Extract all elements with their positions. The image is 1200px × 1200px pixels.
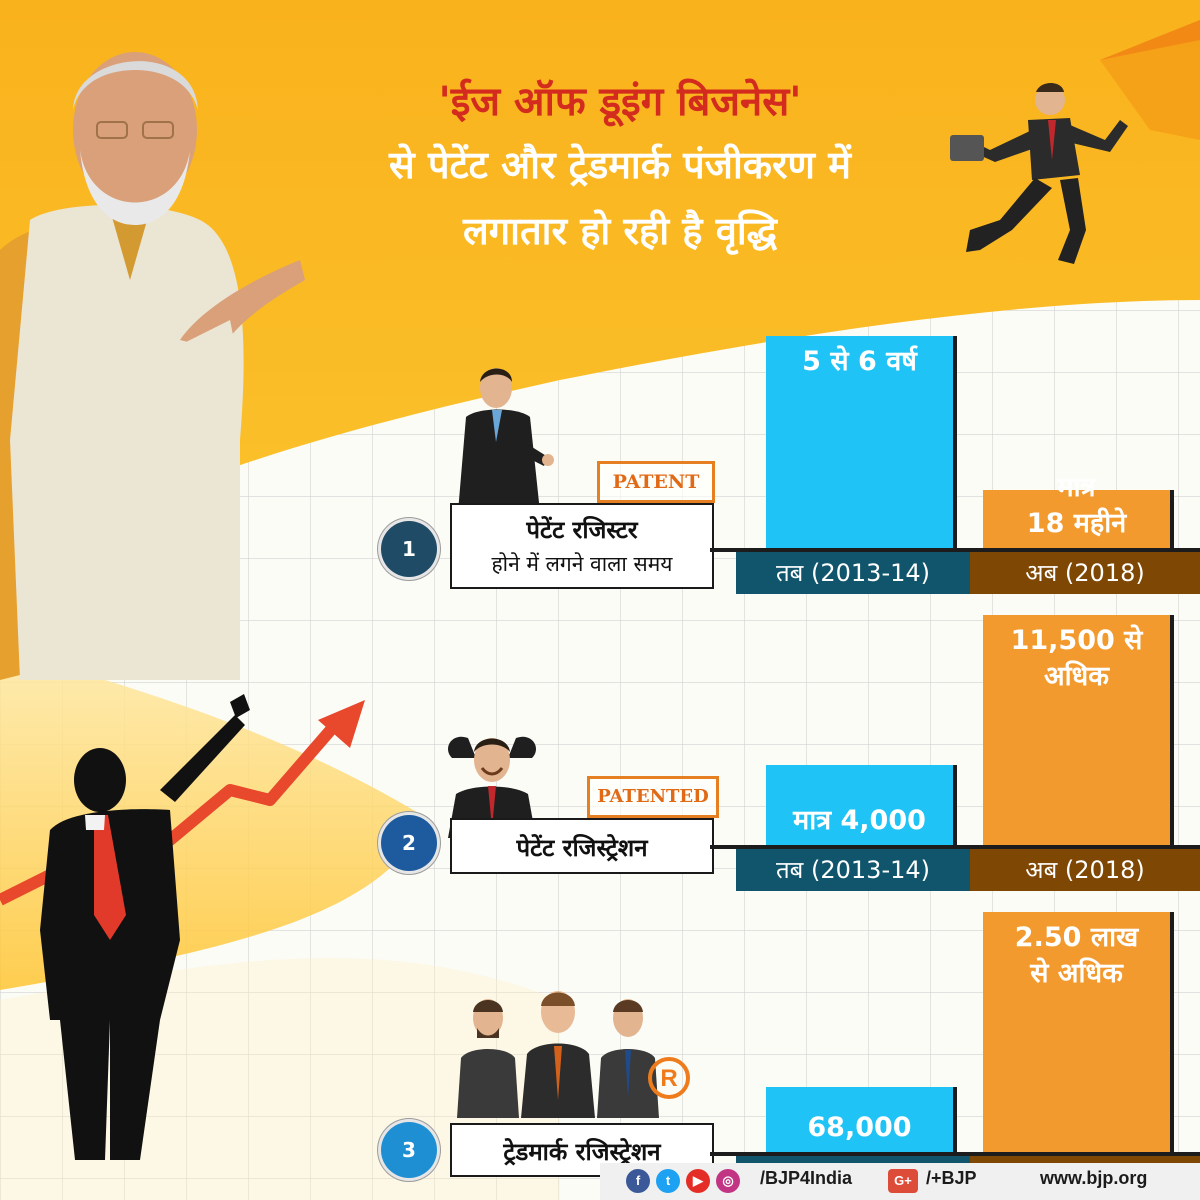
- chart-1-category-now: अब (2018): [970, 552, 1200, 594]
- chart-3-bar-2-shadow: [1170, 912, 1174, 1152]
- panel-3-label-main: ट्रेडमार्क रजिस्ट्रेशन: [503, 1138, 661, 1166]
- panel-1-label: पेटेंट रजिस्टर होने में लगने वाला समय: [450, 503, 714, 589]
- headline-line-1: 'ईज ऑफ डूइंग बिजनेस': [438, 79, 802, 125]
- google-plus-handle[interactable]: /+BJP: [926, 1168, 977, 1188]
- chart-2-category-now: अब (2018): [970, 849, 1200, 891]
- panel-number-3: 3: [381, 1122, 437, 1178]
- chart-2-bar-2-shadow: [1170, 615, 1174, 845]
- business-team-icon: [457, 991, 659, 1118]
- chart-3-bar-now: [983, 912, 1170, 1152]
- google-plus-icon[interactable]: G+: [888, 1169, 918, 1193]
- panel-2-label-main: पेटेंट रजिस्ट्रेशन: [516, 834, 648, 862]
- chart-1-bar-2-shadow: [1170, 490, 1174, 548]
- instagram-icon[interactable]: ◎: [716, 1169, 740, 1193]
- panel-number-2: 2: [381, 815, 437, 871]
- chart-3-bar-1-shadow: [953, 1087, 957, 1152]
- panel-2-label: पेटेंट रजिस्ट्रेशन: [450, 818, 714, 874]
- twitter-icon[interactable]: t: [656, 1169, 680, 1193]
- chart-1-bar-1-shadow: [953, 336, 957, 548]
- patent-stamp: PATENT: [597, 461, 715, 503]
- website-link[interactable]: www.bjp.org: [1040, 1168, 1148, 1188]
- social-handle[interactable]: /BJP4India: [760, 1168, 853, 1188]
- chart-2-category-then: तब (2013-14): [736, 849, 970, 891]
- svg-text:R: R: [660, 1065, 677, 1092]
- chart-2-bar-now: [983, 615, 1170, 845]
- chart-2-data-label-then: मात्र 4,000: [793, 805, 926, 836]
- chart-1-category-then: तब (2013-14): [736, 552, 970, 594]
- chart-1-data-label-now: मात्र 18 महीने: [1026, 472, 1127, 539]
- headline-line-2: से पेटेंट और ट्रेडमार्क पंजीकरण में: [389, 143, 851, 187]
- chart-2-data-label-now: 11,500 से अधिक: [1010, 625, 1143, 692]
- facebook-icon[interactable]: f: [626, 1169, 650, 1193]
- chart-3-bar-then: [766, 1087, 953, 1152]
- youtube-icon[interactable]: ▶: [686, 1169, 710, 1193]
- chart-2-bar-1-shadow: [953, 765, 957, 845]
- registered-trademark-icon: R: [648, 1057, 690, 1099]
- chart-3-data-label-now: 2.50 लाख से अधिक: [1014, 922, 1139, 989]
- chart-1-data-label-then: 5 से 6 वर्ष: [802, 346, 917, 377]
- pointing-businessman-silhouette-icon: [40, 694, 250, 1160]
- panel-1-label-main: पेटेंट रजिस्टर: [526, 516, 638, 544]
- chart-2-bar-then: [766, 765, 953, 845]
- chart-3-data-label-then: 68,000: [807, 1112, 912, 1143]
- chart-3-baseline: [710, 1152, 1200, 1156]
- panel-number-1: 1: [381, 521, 437, 577]
- chart-1-baseline: [710, 548, 1200, 552]
- patented-stamp: PATENTED: [587, 776, 719, 818]
- running-businessman-icon: [950, 83, 1128, 264]
- headline-line-3: लगातार हो रही है वृद्धि: [462, 209, 778, 253]
- businessman-checking-watch-icon: [458, 368, 554, 512]
- chart-1-bar-then: [766, 336, 953, 548]
- panel-1-label-sub: होने में लगने वाला समय: [491, 552, 673, 576]
- leader-portrait-icon: [0, 52, 305, 680]
- chart-2-baseline: [710, 845, 1200, 849]
- chart-1-bar-now: [983, 490, 1170, 548]
